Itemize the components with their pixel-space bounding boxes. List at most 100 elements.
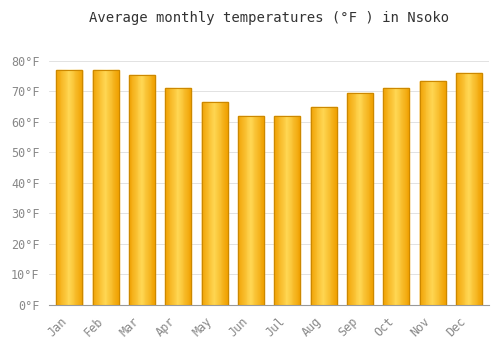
Bar (390, 89, 391, 305)
Bar (249, 116, 250, 305)
Bar (109, 70, 110, 305)
Bar (60, 70, 62, 305)
Bar (283, 116, 284, 305)
Bar (257, 116, 258, 305)
Bar (92, 70, 118, 305)
Bar (388, 89, 390, 305)
Bar (438, 81, 440, 305)
Bar (351, 93, 352, 305)
Bar (251, 116, 252, 305)
Bar (71, 70, 72, 305)
Bar (315, 107, 316, 305)
Bar (64, 70, 65, 305)
Bar (476, 73, 477, 305)
Bar (178, 89, 179, 305)
Bar (173, 89, 174, 305)
Bar (168, 89, 170, 305)
Bar (423, 81, 424, 305)
Bar (335, 107, 336, 305)
Bar (354, 93, 356, 305)
Bar (334, 107, 335, 305)
Bar (63, 70, 64, 305)
Bar (258, 116, 259, 305)
Bar (480, 73, 481, 305)
Bar (148, 75, 149, 305)
Bar (202, 102, 203, 305)
Bar (225, 102, 226, 305)
Bar (70, 70, 71, 305)
Bar (146, 75, 147, 305)
Bar (392, 89, 393, 305)
Bar (246, 116, 248, 305)
Bar (213, 102, 214, 305)
Bar (333, 107, 334, 305)
Bar (432, 81, 434, 305)
Bar (394, 89, 396, 305)
Bar (472, 73, 474, 305)
Bar (66, 70, 68, 305)
Bar (429, 81, 430, 305)
Bar (290, 116, 291, 305)
Bar (129, 75, 130, 305)
Bar (243, 116, 244, 305)
Bar (353, 93, 354, 305)
Bar (403, 89, 404, 305)
Bar (444, 81, 445, 305)
Title: Average monthly temperatures (°F ) in Nsoko: Average monthly temperatures (°F ) in Ns… (89, 11, 449, 25)
Bar (220, 102, 222, 305)
Bar (399, 89, 400, 305)
Bar (372, 93, 373, 305)
Bar (59, 70, 60, 305)
Bar (110, 70, 111, 305)
Bar (278, 116, 280, 305)
Bar (386, 89, 388, 305)
Bar (79, 70, 80, 305)
Bar (136, 75, 138, 305)
Bar (188, 89, 189, 305)
Bar (406, 89, 408, 305)
Bar (176, 89, 178, 305)
Bar (68, 70, 70, 305)
Bar (435, 81, 436, 305)
Bar (370, 93, 372, 305)
Bar (330, 107, 332, 305)
Bar (385, 89, 386, 305)
Bar (420, 81, 446, 305)
Bar (190, 89, 192, 305)
Bar (468, 73, 469, 305)
Bar (360, 93, 361, 305)
Bar (404, 89, 405, 305)
Bar (254, 116, 256, 305)
Bar (72, 70, 73, 305)
Bar (65, 70, 66, 305)
Bar (391, 89, 392, 305)
Bar (408, 89, 410, 305)
Bar (152, 75, 154, 305)
Bar (324, 107, 326, 305)
Bar (256, 116, 257, 305)
Bar (428, 81, 429, 305)
Bar (96, 70, 97, 305)
Bar (244, 116, 245, 305)
Bar (114, 70, 115, 305)
Bar (367, 93, 368, 305)
Bar (466, 73, 467, 305)
Bar (62, 70, 63, 305)
Bar (274, 116, 275, 305)
Bar (95, 70, 96, 305)
Bar (320, 107, 321, 305)
Bar (167, 89, 168, 305)
Bar (222, 102, 224, 305)
Bar (212, 102, 213, 305)
Bar (106, 70, 108, 305)
Bar (206, 102, 207, 305)
Bar (313, 107, 314, 305)
Bar (205, 102, 206, 305)
Bar (150, 75, 152, 305)
Bar (436, 81, 437, 305)
Bar (477, 73, 478, 305)
Bar (76, 70, 77, 305)
Bar (437, 81, 438, 305)
Bar (214, 102, 216, 305)
Bar (208, 102, 210, 305)
